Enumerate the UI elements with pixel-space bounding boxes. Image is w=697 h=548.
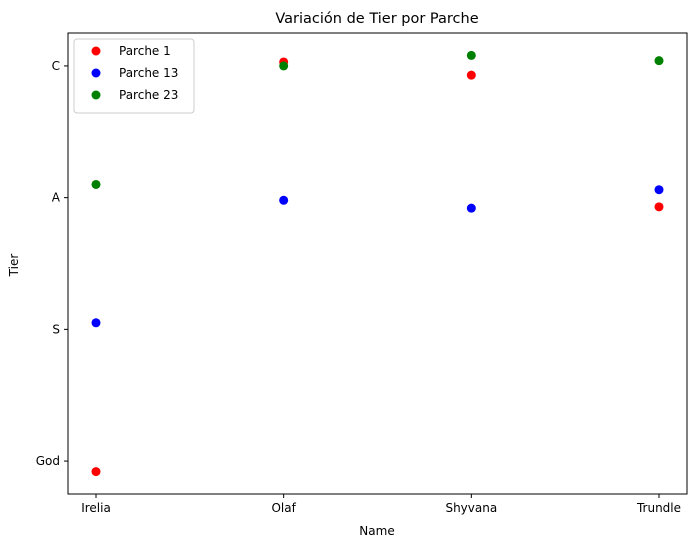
- x-tick-label: Olaf: [271, 501, 296, 515]
- plot-area: Irelia Olaf Shyvana Trundle God S A C: [36, 32, 688, 515]
- legend-label: Parche 1: [119, 44, 171, 58]
- data-point: [654, 202, 664, 212]
- legend-marker: [91, 90, 101, 100]
- chart-title: Variación de Tier por Parche: [275, 11, 478, 27]
- data-point: [466, 203, 476, 213]
- y-tick-label: A: [52, 191, 61, 205]
- plot-frame: [67, 32, 688, 495]
- legend-box: [73, 38, 195, 114]
- data-point: [654, 185, 664, 195]
- y-tick-label: C: [52, 59, 60, 73]
- legend: Parche 1 Parche 13 Parche 23: [73, 38, 195, 114]
- legend-marker: [91, 68, 101, 78]
- data-point: [91, 318, 101, 328]
- x-tick-label: Irelia: [81, 501, 111, 515]
- data-point: [654, 56, 664, 66]
- legend-marker: [91, 46, 101, 56]
- x-tick-label: Trundle: [636, 501, 681, 515]
- data-point: [91, 467, 101, 477]
- x-tick-label: Shyvana: [445, 501, 497, 515]
- legend-label: Parche 13: [119, 66, 178, 80]
- legend-label: Parche 23: [119, 88, 178, 102]
- data-point: [91, 179, 101, 189]
- y-tick-label: S: [52, 322, 60, 336]
- data-point: [279, 61, 289, 71]
- data-point: [466, 70, 476, 80]
- data-point: [279, 195, 289, 205]
- data-point: [466, 50, 476, 60]
- y-tick-label: God: [36, 454, 60, 468]
- x-axis-title: Name: [359, 524, 394, 538]
- y-axis-title: Tier: [7, 254, 21, 278]
